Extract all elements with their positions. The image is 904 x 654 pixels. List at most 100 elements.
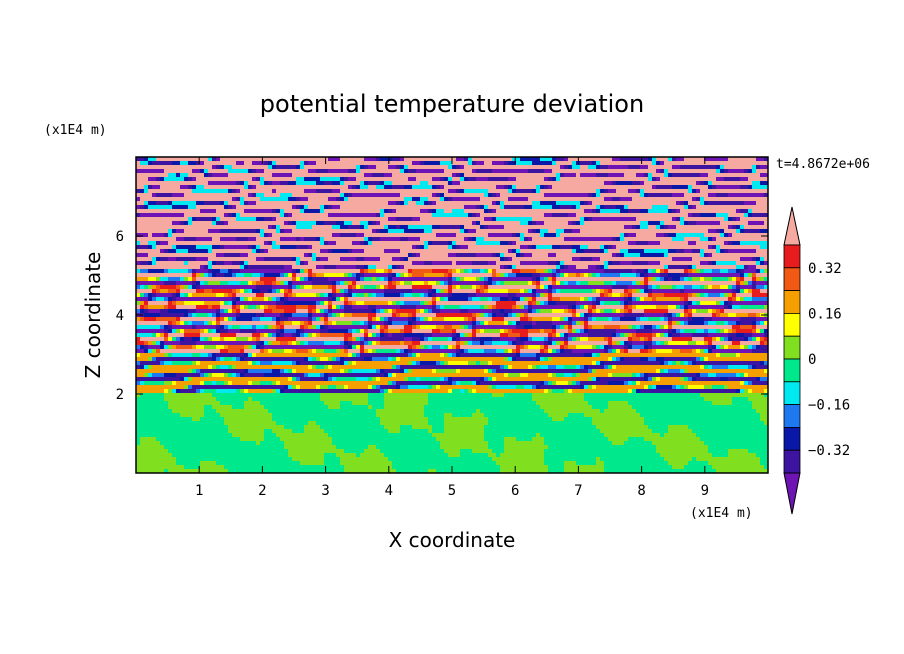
field-cell: [488, 201, 493, 206]
field-cell: [564, 189, 569, 194]
field-cell: [448, 281, 453, 286]
field-cell: [324, 257, 329, 262]
field-cell: [724, 201, 729, 206]
field-cell: [472, 229, 477, 234]
field-cell: [220, 221, 225, 226]
field-cell: [404, 165, 409, 170]
field-cell: [396, 245, 401, 250]
field-cell: [556, 237, 561, 242]
field-cell: [744, 181, 749, 186]
field-cell: [524, 241, 529, 246]
field-cell: [516, 189, 521, 194]
field-cell: [272, 217, 277, 222]
field-cell: [212, 197, 217, 202]
field-cell: [376, 173, 381, 178]
field-cell: [688, 193, 693, 198]
field-cell: [460, 237, 465, 242]
field-cell: [360, 233, 365, 238]
field-cell: [284, 189, 289, 194]
field-cell: [376, 193, 381, 198]
field-cell: [608, 265, 613, 270]
field-cell: [504, 197, 509, 202]
field-cell: [324, 161, 329, 166]
field-cell: [228, 217, 233, 222]
field-cell: [460, 249, 465, 254]
field-cell: [356, 173, 361, 178]
field-cell: [644, 165, 649, 170]
field-cell: [456, 189, 461, 194]
field-cell: [564, 229, 569, 234]
field-cell: [196, 209, 201, 214]
field-cell: [236, 261, 241, 266]
field-cell: [280, 273, 285, 278]
field-cell: [496, 277, 501, 282]
field-cell: [404, 281, 409, 286]
field-cell: [552, 229, 557, 234]
field-cell: [744, 265, 749, 270]
field-cell: [236, 233, 241, 238]
field-cell: [548, 185, 553, 190]
field-cell: [308, 217, 313, 222]
field-cell: [516, 229, 521, 234]
field-cell: [380, 245, 385, 250]
field-cell: [732, 189, 737, 194]
field-cell: [208, 189, 213, 194]
field-cell: [492, 193, 497, 198]
field-cell: [480, 237, 485, 242]
field-cell: [348, 157, 353, 162]
field-cell: [324, 173, 329, 178]
field-cell: [532, 265, 537, 270]
field-cell: [292, 161, 297, 166]
field-cell: [576, 221, 581, 226]
field-cell: [344, 269, 349, 274]
field-cell: [476, 221, 481, 226]
field-cell: [608, 221, 613, 226]
field-cell: [320, 177, 325, 182]
field-cell: [396, 273, 401, 278]
field-cell: [376, 273, 381, 278]
field-cell: [420, 201, 425, 206]
field-cell: [568, 229, 573, 234]
field-cell: [204, 257, 209, 262]
field-cell: [604, 253, 609, 258]
field-cell: [308, 169, 313, 174]
field-cell: [432, 237, 437, 242]
field-cell: [744, 189, 749, 194]
field-cell: [744, 229, 749, 234]
field-cell: [372, 225, 377, 230]
field-cell: [256, 237, 261, 242]
field-cell: [444, 209, 449, 214]
field-cell: [476, 169, 481, 174]
field-cell: [392, 209, 397, 214]
field-cell: [464, 189, 469, 194]
field-cell: [640, 169, 645, 174]
field-cell: [588, 161, 593, 166]
field-cell: [560, 213, 565, 218]
field-cell: [456, 281, 461, 286]
field-cell: [188, 257, 193, 262]
field-cell: [540, 201, 545, 206]
field-cell: [184, 245, 189, 250]
field-cell: [544, 177, 549, 182]
field-cell: [312, 169, 317, 174]
field-cell: [588, 277, 593, 282]
field-cell: [252, 261, 257, 266]
field-cell: [708, 209, 713, 214]
field-cell: [748, 173, 753, 178]
field-cell: [228, 257, 233, 262]
field-cell: [760, 205, 765, 210]
field-cell: [668, 185, 673, 190]
field-cell: [276, 189, 281, 194]
field-cell: [564, 185, 569, 190]
field-cell: [728, 269, 733, 274]
field-cell: [736, 253, 741, 258]
field-cell: [340, 245, 345, 250]
field-cell: [364, 265, 369, 270]
field-cell: [356, 253, 361, 258]
field-cell: [168, 165, 173, 170]
field-cell: [188, 205, 193, 210]
field-cell: [440, 201, 445, 206]
field-cell: [140, 221, 145, 226]
field-cell: [576, 205, 581, 210]
field-cell: [188, 169, 193, 174]
